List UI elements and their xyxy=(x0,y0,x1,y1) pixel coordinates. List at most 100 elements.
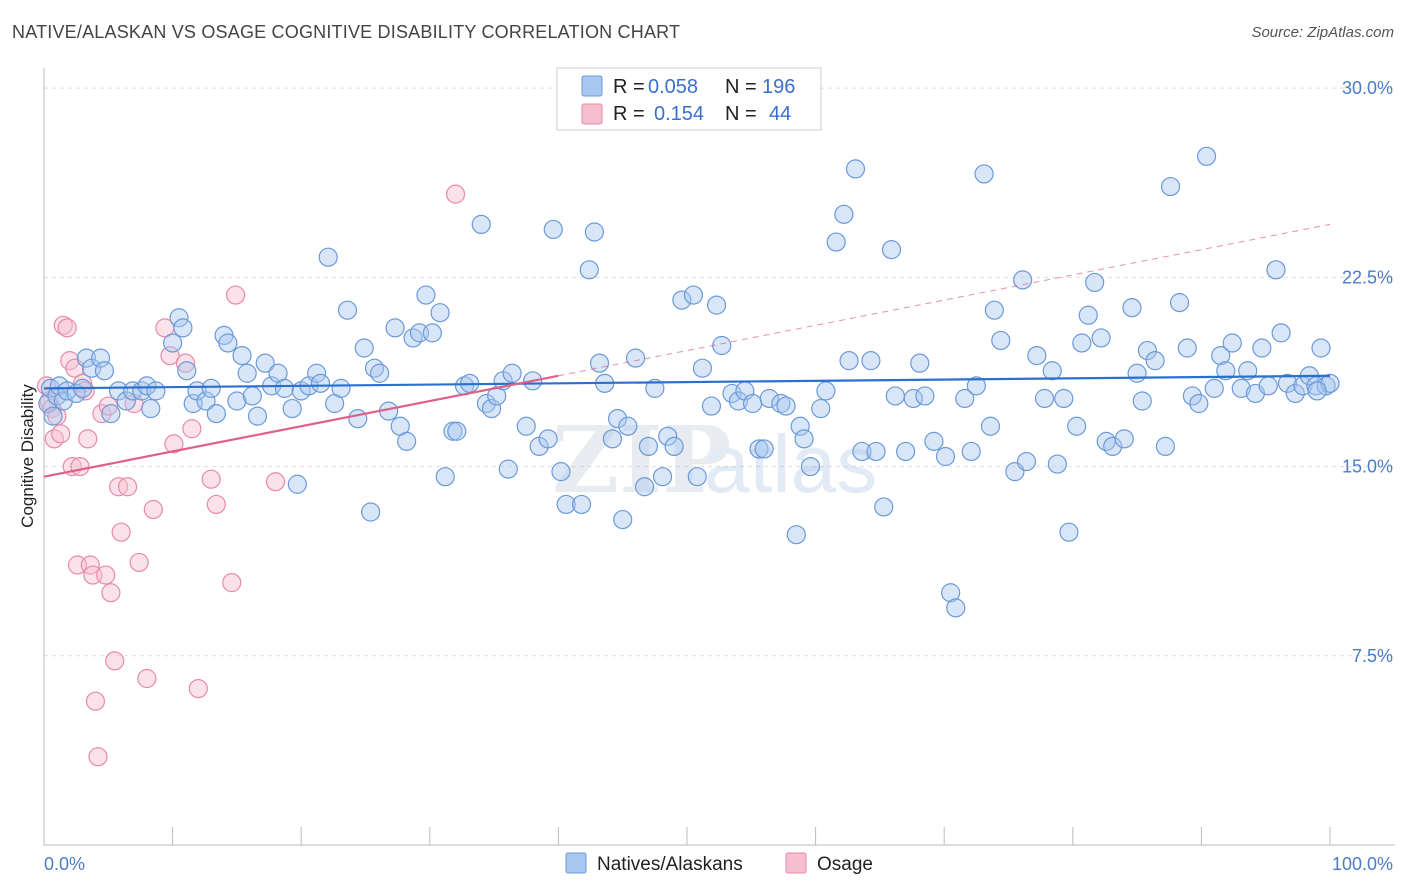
trend-lines xyxy=(43,223,1331,478)
natives-point xyxy=(108,381,129,401)
natives-point xyxy=(498,459,518,479)
natives-point xyxy=(538,429,558,449)
natives-point xyxy=(961,441,981,462)
natives-point xyxy=(974,164,994,184)
natives-point xyxy=(551,462,571,482)
natives-point xyxy=(502,363,522,383)
natives-point xyxy=(1137,340,1157,361)
natives-point xyxy=(845,159,866,179)
natives-point xyxy=(146,381,166,401)
natives-point xyxy=(370,363,390,383)
y-tick-label: 30.0% xyxy=(1342,78,1393,98)
natives-point xyxy=(90,348,111,368)
natives-point xyxy=(1266,260,1286,280)
natives-point xyxy=(1059,522,1079,542)
natives-point xyxy=(1216,361,1236,381)
natives-point xyxy=(749,439,769,459)
natives-point xyxy=(247,406,268,426)
natives-point xyxy=(331,378,351,398)
natives-point xyxy=(206,404,226,424)
series-legend: Natives/Alaskans Osage xyxy=(565,852,873,875)
osage-point xyxy=(78,429,98,449)
natives-point xyxy=(706,295,727,315)
legend-n-label-natives: N = xyxy=(725,76,757,98)
natives-point xyxy=(177,361,197,381)
osage-point xyxy=(129,552,149,573)
natives-point xyxy=(602,429,623,449)
natives-point xyxy=(1078,305,1098,325)
osage-point xyxy=(117,477,138,497)
osage-point xyxy=(98,396,118,416)
legend-r-value-natives: 0.058 xyxy=(648,76,698,98)
osage-point xyxy=(101,583,121,603)
natives-point xyxy=(116,391,136,411)
osage-point xyxy=(160,345,180,366)
osage-points xyxy=(36,184,466,767)
natives-point xyxy=(991,330,1011,351)
natives-point xyxy=(1132,391,1152,411)
natives-point xyxy=(307,363,327,383)
natives-point xyxy=(94,361,115,381)
watermark-atlas: atlas xyxy=(704,419,877,510)
natives-point xyxy=(361,502,381,522)
natives-point xyxy=(924,431,944,451)
natives-point xyxy=(255,353,275,373)
osage-point xyxy=(175,353,196,373)
osage-point xyxy=(265,472,286,492)
osage-point xyxy=(137,668,157,689)
natives-point xyxy=(984,300,1004,320)
natives-point xyxy=(1027,345,1047,366)
osage-point xyxy=(226,285,246,305)
natives-point xyxy=(874,497,894,517)
natives-point xyxy=(1013,270,1033,290)
natives-point xyxy=(571,494,592,515)
natives-point xyxy=(422,323,442,343)
natives-point xyxy=(337,300,358,320)
natives-point xyxy=(692,358,713,378)
legend-swatch-osage xyxy=(581,103,603,125)
natives-point xyxy=(348,409,368,429)
natives-point xyxy=(861,351,881,371)
natives-point xyxy=(237,363,257,383)
natives-point xyxy=(416,285,436,305)
natives-point xyxy=(672,290,692,310)
natives-point xyxy=(826,232,846,252)
natives-point xyxy=(1231,378,1251,398)
natives-point xyxy=(169,308,189,328)
legend-n-value-osage: 44 xyxy=(769,103,791,125)
osage-point xyxy=(88,747,108,767)
natives-point xyxy=(885,386,905,406)
osage-point xyxy=(164,434,184,454)
natives-point xyxy=(652,467,673,487)
x-ticks xyxy=(43,827,1331,845)
natives-point xyxy=(607,409,628,429)
natives-point xyxy=(1204,378,1224,398)
natives-point xyxy=(1189,393,1209,414)
natives-point xyxy=(1016,451,1037,472)
natives-point xyxy=(579,260,599,280)
natives-point xyxy=(645,378,665,398)
osage-point xyxy=(188,678,208,699)
legend-n-value-natives: 196 xyxy=(762,76,795,98)
x-tick-label: 100.0% xyxy=(1332,854,1393,874)
natives-trend-line xyxy=(43,374,1331,390)
natives-point xyxy=(481,398,502,419)
natives-point xyxy=(1211,345,1231,366)
natives-point xyxy=(1196,146,1217,166)
natives-point xyxy=(790,416,810,436)
natives-point xyxy=(471,214,491,235)
natives-point xyxy=(1145,351,1165,371)
natives-points xyxy=(38,146,1340,618)
natives-point xyxy=(1238,361,1258,381)
natives-point xyxy=(658,426,678,446)
legend-n-label-osage: N = xyxy=(725,103,757,125)
bottom-legend-osage: Osage xyxy=(817,854,873,875)
natives-point xyxy=(543,219,563,240)
y-tick-labels: 7.5% 15.0% 22.5% 30.0% xyxy=(1342,78,1393,666)
natives-point xyxy=(811,398,831,419)
natives-point xyxy=(1122,298,1142,318)
natives-point xyxy=(101,404,121,424)
natives-point xyxy=(712,335,732,356)
natives-point xyxy=(137,376,157,396)
natives-point xyxy=(1042,361,1062,381)
